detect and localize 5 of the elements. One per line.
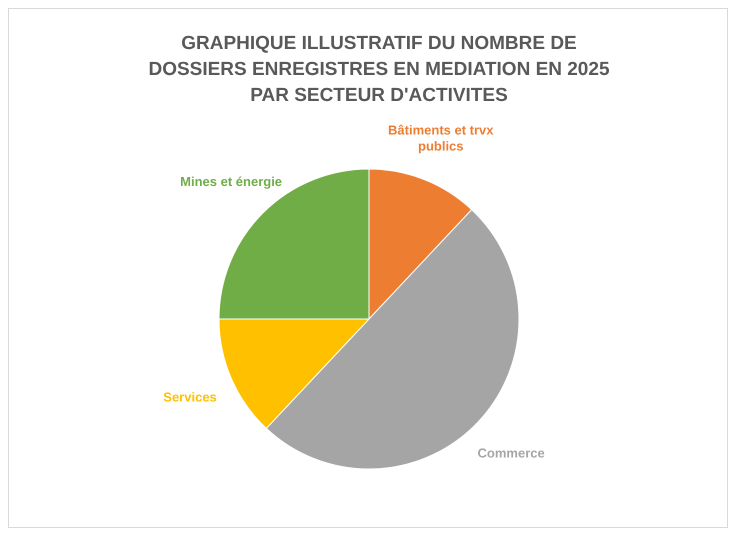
slice-label: Mines et énergie [180, 174, 282, 189]
slice-label: Bâtiments et trvx publics [388, 122, 494, 154]
slice-label: Services [163, 388, 217, 404]
chart-title: GRAPHIQUE ILLUSTRATIF DU NOMBRE DE DOSSIERS ENREGISTRES EN MEDIATION EN 2025 PAR SECTEUR D'ACTIVITES [147, 32, 611, 108]
slice-label: Commerce [478, 444, 545, 460]
